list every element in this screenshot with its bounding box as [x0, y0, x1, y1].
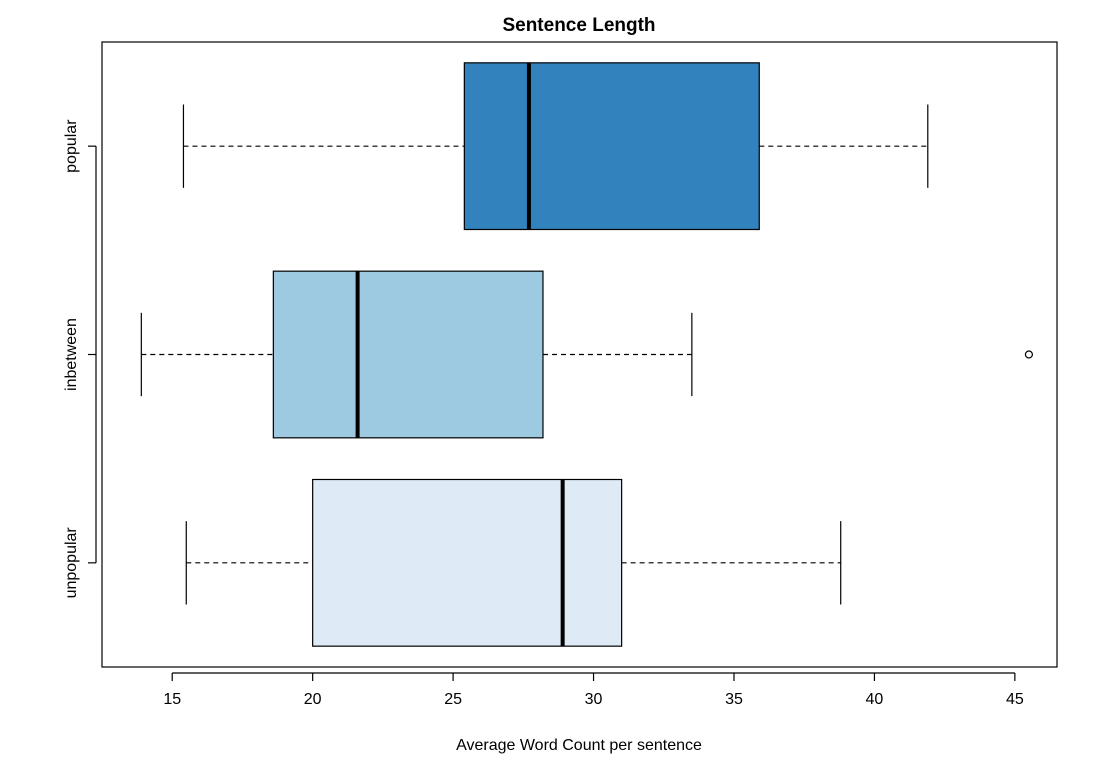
box-group-unpopular — [185, 478, 842, 647]
box-inbetween — [272, 270, 544, 439]
y-tick-label-popular: popular — [63, 119, 80, 173]
y-tick-label-inbetween: inbetween — [63, 318, 80, 391]
y-tick-label-unpopular: unpopular — [63, 527, 80, 599]
x-axis: 15 20 25 30 35 40 45 — [163, 672, 1024, 708]
chart-title: Sentence Length — [502, 15, 655, 36]
box-group-popular — [182, 62, 929, 231]
x-tick-label-40: 40 — [866, 691, 884, 708]
y-axis: unpopular inbetween popular — [63, 119, 97, 599]
x-tick-label-35: 35 — [725, 691, 743, 708]
x-tick-label-15: 15 — [163, 691, 181, 708]
outlier-point-inbetween-0 — [1024, 350, 1034, 359]
box-popular — [463, 62, 760, 231]
x-axis-label: Average Word Count per sentence — [456, 737, 702, 754]
x-tick-label-20: 20 — [304, 691, 322, 708]
x-tick-label-45: 45 — [1006, 691, 1024, 708]
plot-frame — [101, 41, 1058, 668]
box-unpopular — [312, 478, 623, 647]
x-tick-label-30: 30 — [585, 691, 603, 708]
box-group-inbetween — [140, 270, 1034, 439]
boxes-layer — [140, 62, 1034, 647]
x-tick-label-25: 25 — [444, 691, 462, 708]
